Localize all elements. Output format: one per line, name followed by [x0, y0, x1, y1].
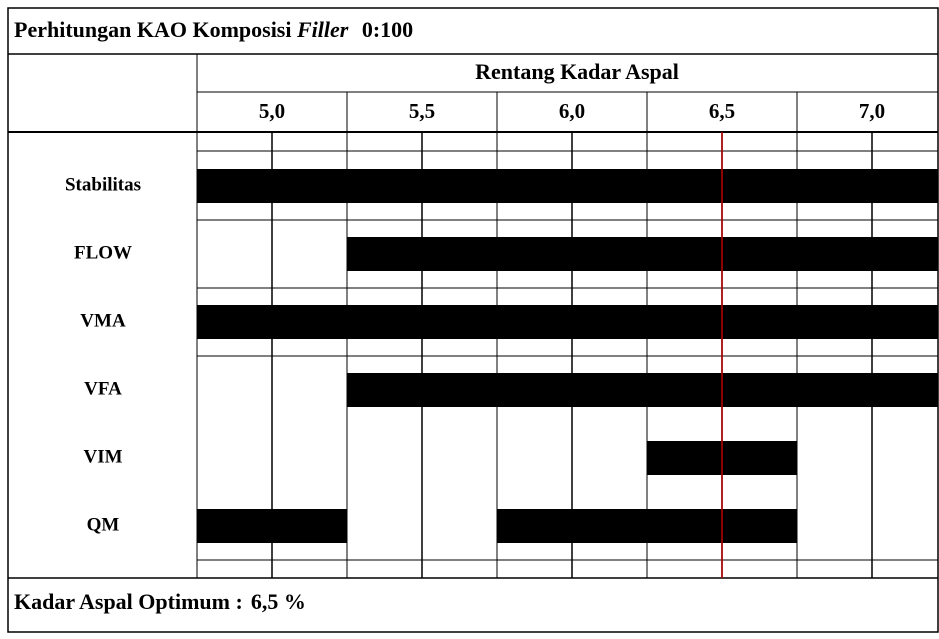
range-bar — [497, 509, 797, 543]
column-label: 6,5 — [709, 99, 735, 123]
column-label: 5,0 — [259, 99, 285, 123]
range-bar — [197, 509, 347, 543]
row-label: FLOW — [74, 242, 132, 263]
row-label: VIM — [83, 446, 122, 467]
column-label: 5,5 — [409, 99, 435, 123]
range-bar — [347, 237, 938, 271]
title-italic: Filler — [296, 17, 349, 42]
range-bar — [347, 373, 938, 407]
footer-label: Kadar Aspal Optimum : — [14, 589, 243, 614]
body — [197, 132, 938, 578]
range-bar — [197, 169, 938, 203]
row-label: Stabilitas — [65, 174, 141, 195]
row-label: QM — [87, 514, 120, 535]
column-label: 6,0 — [559, 99, 585, 123]
row-label: VFA — [84, 378, 122, 399]
footer-value: 6,5 % — [251, 589, 306, 614]
row-label: VMA — [80, 310, 126, 331]
footer: Kadar Aspal Optimum : 6,5 % — [14, 589, 306, 614]
column-label: 7,0 — [859, 99, 885, 123]
title-text: Perhitungan KAO Komposisi — [14, 17, 291, 42]
title: Perhitungan KAO Komposisi Filler 0:100 — [14, 17, 413, 42]
range-bar — [197, 305, 938, 339]
title-suffix: 0:100 — [362, 17, 413, 42]
header: Rentang Kadar Aspal — [475, 59, 679, 84]
